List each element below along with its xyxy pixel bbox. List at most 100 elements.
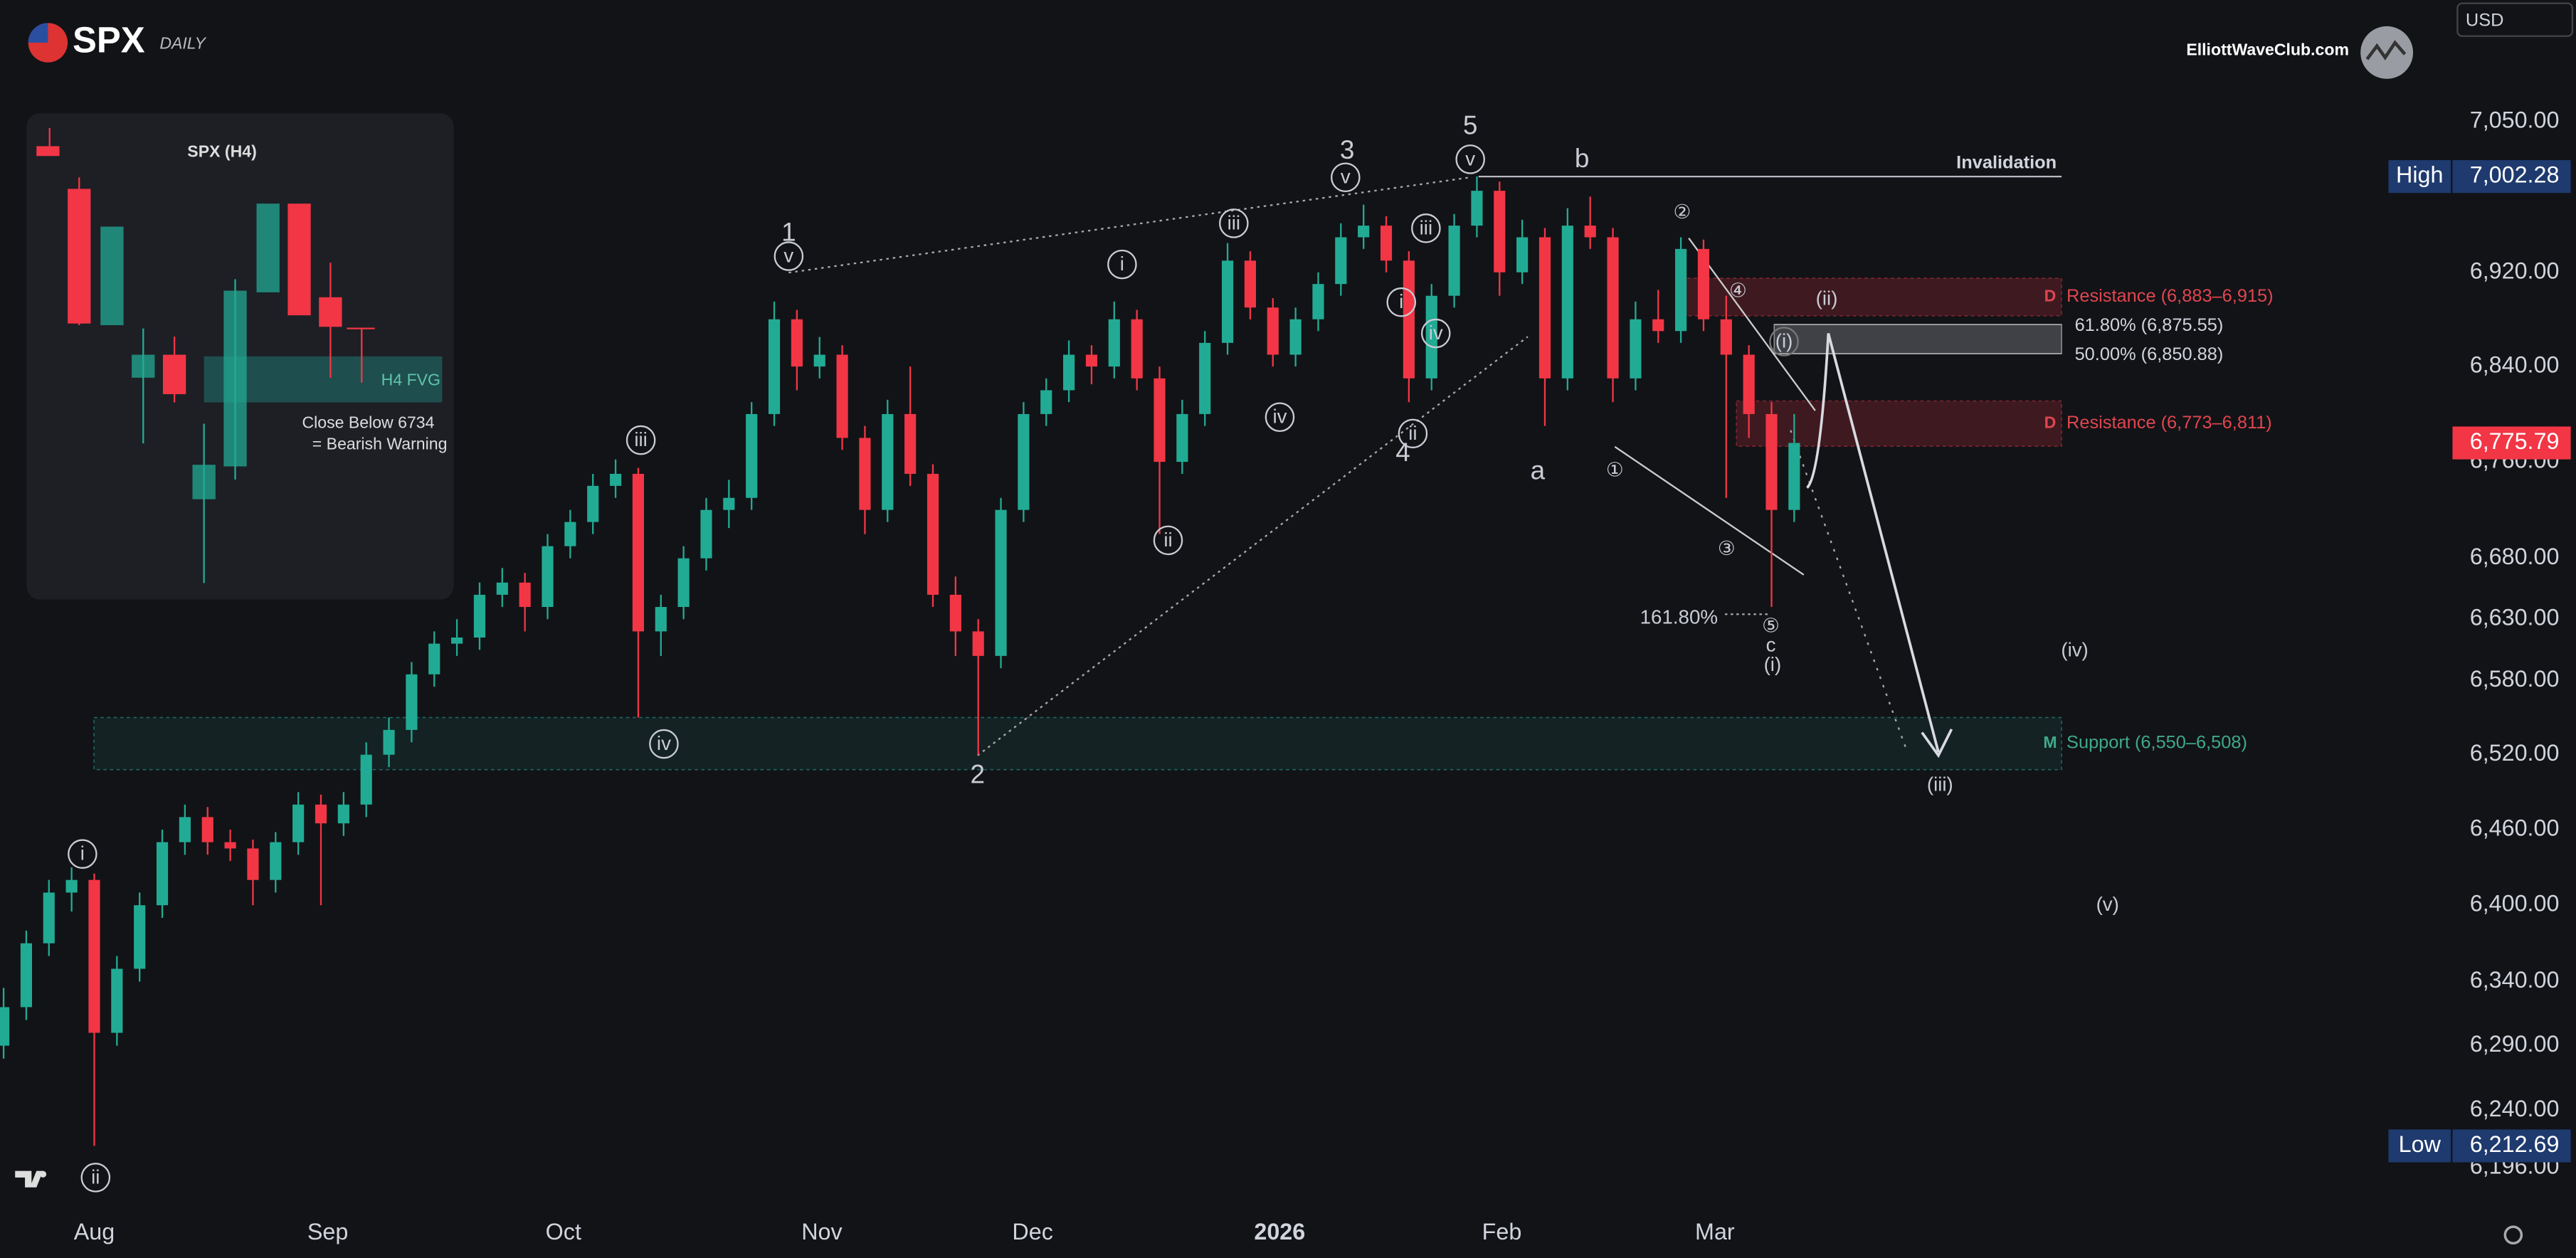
wave-circle	[1455, 144, 1485, 174]
x-tick-label: 2026	[1254, 1219, 1305, 1244]
fib-zone	[1773, 324, 2062, 354]
candle-body	[1765, 413, 1778, 510]
wave-label: 3	[1340, 135, 1355, 164]
candle-body	[473, 594, 486, 638]
logo: SPX DAILY	[28, 19, 207, 63]
candle-body	[1221, 260, 1234, 343]
candle-body	[1788, 443, 1800, 510]
wave-circle	[1386, 287, 1417, 317]
candle-body	[1494, 191, 1506, 273]
candle-body	[746, 413, 758, 498]
candle-body	[1403, 260, 1415, 379]
candle-body	[1697, 248, 1710, 319]
wave-label: 1	[781, 218, 796, 247]
candle-body	[632, 473, 644, 632]
wave-label: v	[1465, 147, 1475, 169]
settings-icon[interactable]	[2503, 1225, 2523, 1244]
wave-label: i	[80, 842, 85, 865]
candle-body	[179, 817, 191, 842]
candle-body	[836, 354, 848, 438]
wave-label: i	[1399, 290, 1403, 312]
candle-body	[383, 729, 395, 755]
wave-label: a	[1531, 455, 1546, 485]
candle-body	[882, 413, 894, 510]
inset-candle	[36, 146, 60, 157]
candle-body	[519, 582, 531, 608]
candle-body	[1675, 248, 1687, 332]
low-badge	[2452, 1129, 2571, 1163]
candle-body	[1743, 354, 1755, 414]
currency-select[interactable]: USD	[2456, 2, 2574, 37]
currency[interactable]: USD	[2466, 11, 2504, 31]
currency-box[interactable]	[2456, 2, 2574, 37]
timeframe: DAILY	[159, 33, 206, 52]
inset-candle	[162, 354, 186, 394]
candle-body	[315, 804, 327, 824]
y-tick-label: 6,920.00	[2470, 258, 2560, 283]
wave-label: iv	[1272, 406, 1287, 428]
zone-tag: D	[2044, 286, 2057, 305]
wave-label: ii	[1408, 422, 1417, 444]
x-tick-label: Nov	[801, 1219, 843, 1244]
last-price-badge	[2452, 426, 2571, 460]
settings-button[interactable]	[2503, 1225, 2523, 1244]
candle-body	[1018, 413, 1030, 510]
x-tick-label: Mar	[1695, 1219, 1735, 1244]
x-tick-label: Aug	[74, 1219, 115, 1244]
y-tick-label: 6,630.00	[2470, 605, 2560, 630]
inset-candle	[319, 297, 342, 327]
candle-body	[1199, 342, 1211, 414]
high-badge	[2452, 160, 2571, 194]
wave-circle	[1153, 525, 1183, 556]
candle-body	[224, 842, 236, 849]
wave-label: c	[1766, 634, 1776, 656]
wave-circle	[1219, 208, 1249, 238]
candle-body	[564, 522, 576, 546]
fib-label: 50.00% (6,850.88)	[2075, 344, 2224, 364]
zones: D Resistance (6,883–6,915) D Resistance (6,…	[93, 152, 2274, 771]
inset-candles	[36, 128, 375, 583]
wave-label: 2	[971, 759, 986, 788]
candle-body	[1720, 319, 1732, 355]
zone	[1736, 400, 2062, 448]
fib-label: 61.80% (6,875.55)	[2075, 315, 2224, 335]
candle-body	[723, 497, 735, 510]
wave-label: iii	[1420, 216, 1432, 238]
candle-body	[270, 842, 282, 880]
wave-label: i	[1120, 253, 1124, 275]
candle-body	[972, 631, 984, 656]
candle-body	[1652, 319, 1664, 332]
candle-body	[428, 643, 440, 675]
x-tick-label: Sep	[307, 1219, 348, 1244]
candles	[0, 176, 1800, 1146]
projection-arrowhead	[1921, 728, 1953, 758]
candle-body	[1312, 284, 1324, 319]
tv-logo	[39, 1170, 47, 1178]
y-tick-label: 6,240.00	[2470, 1096, 2560, 1121]
inset-candle	[100, 226, 124, 326]
zone	[1679, 278, 2062, 317]
zone-tag: M	[2043, 733, 2057, 751]
brand: ElliottWaveClub.com	[2186, 41, 2349, 59]
candle-body	[1516, 237, 1529, 273]
wedge-line	[1688, 237, 1816, 411]
y-tick-label: 6,840.00	[2470, 352, 2560, 378]
low-label-bg	[2388, 1129, 2451, 1163]
candle-body	[542, 546, 554, 608]
last-price-value: 6,775.79	[2470, 428, 2560, 454]
wave-circle	[1398, 418, 1428, 449]
candle-body	[1561, 226, 1573, 379]
wave-label: ②	[1674, 200, 1691, 223]
x-tick-label: Feb	[1482, 1219, 1522, 1244]
candle-body	[20, 943, 33, 1008]
zone-label: Support (6,550–6,508)	[2066, 733, 2247, 753]
logo-icon	[28, 23, 48, 43]
candle-body	[1358, 226, 1370, 238]
wave-circle	[80, 1163, 111, 1193]
wave-label: ⑤	[1762, 614, 1780, 638]
wave-circle	[625, 425, 656, 455]
wave-label: v	[1341, 166, 1351, 188]
candle-body	[201, 817, 213, 842]
